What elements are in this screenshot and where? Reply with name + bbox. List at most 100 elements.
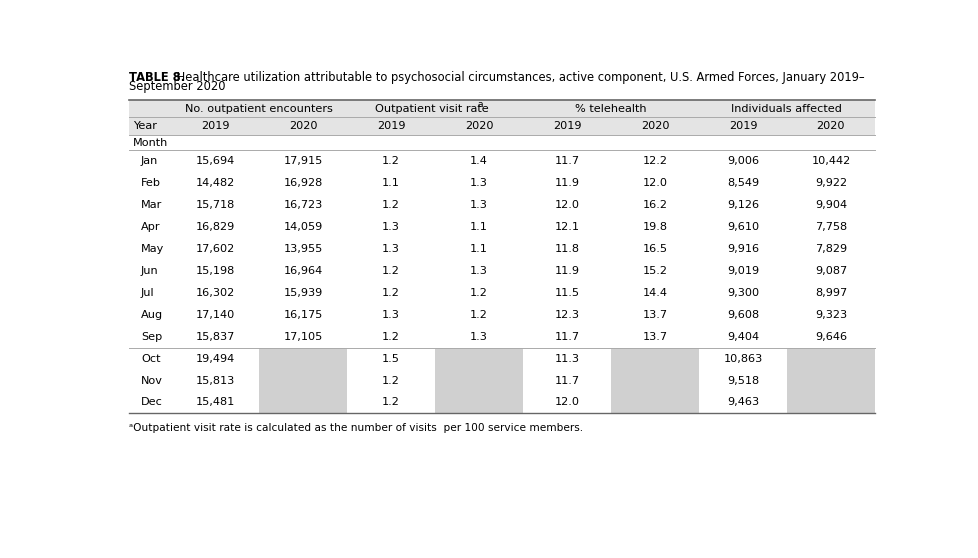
Text: Individuals affected: Individuals affected [731,104,841,113]
Bar [128,136,874,413]
Text: Jan: Jan [141,156,158,166]
Text: 12.0: 12.0 [554,397,579,407]
Text: 2020: 2020 [816,121,844,131]
Text: 13.7: 13.7 [642,310,667,320]
Text: 11.9: 11.9 [554,266,579,276]
Text: Mar: Mar [141,200,162,210]
Text: Apr: Apr [141,222,160,232]
Text: 16,928: 16,928 [284,178,323,188]
Text: Nov: Nov [141,376,162,386]
Text: 1.3: 1.3 [469,178,487,188]
Text: 16,829: 16,829 [196,222,235,232]
Text: 9,904: 9,904 [814,200,846,210]
Bar [434,392,522,413]
Text: 10,442: 10,442 [811,156,850,166]
Bar [786,369,874,392]
Text: 1.1: 1.1 [469,222,487,232]
Text: 12.2: 12.2 [642,156,667,166]
Text: 17,140: 17,140 [196,310,235,320]
Bar [259,392,347,413]
Bar [610,392,698,413]
Text: Feb: Feb [141,178,160,188]
Text: Aug: Aug [141,310,163,320]
Text: 11.7: 11.7 [554,376,579,386]
Text: 2019: 2019 [553,121,581,131]
Text: 19.8: 19.8 [642,222,667,232]
Text: Jul: Jul [141,288,155,298]
Text: 9,610: 9,610 [726,222,758,232]
Text: 2019: 2019 [200,121,229,131]
Text: 9,019: 9,019 [726,266,758,276]
Text: 1.2: 1.2 [381,200,400,210]
Text: 9,463: 9,463 [726,397,758,407]
Text: 1.2: 1.2 [469,310,487,320]
Text: 12.1: 12.1 [554,222,579,232]
Text: 9,323: 9,323 [814,310,846,320]
Text: September 2020: September 2020 [128,80,225,93]
Text: 2020: 2020 [289,121,317,131]
Text: 2019: 2019 [377,121,405,131]
Text: 12.0: 12.0 [554,200,579,210]
Text: 16.5: 16.5 [642,244,667,254]
Text: 9,608: 9,608 [726,310,758,320]
Bar [434,348,522,369]
Text: 16,302: 16,302 [196,288,235,298]
Text: 9,922: 9,922 [814,178,846,188]
Text: No. outpatient encounters: No. outpatient encounters [185,104,333,113]
Text: 9,087: 9,087 [814,266,846,276]
Text: 1.3: 1.3 [469,331,487,341]
Bar [259,369,347,392]
Text: Oct: Oct [141,354,160,364]
Text: 11.9: 11.9 [554,178,579,188]
Text: 1.2: 1.2 [381,376,400,386]
Text: 14.4: 14.4 [642,288,667,298]
Text: 1.2: 1.2 [469,288,487,298]
Text: 1.1: 1.1 [469,244,487,254]
Text: 11.3: 11.3 [554,354,579,364]
Text: 8,997: 8,997 [814,288,846,298]
Text: ᵃOutpatient visit rate is calculated as the number of visits  per 100 service me: ᵃOutpatient visit rate is calculated as … [128,423,582,432]
Text: 2020: 2020 [465,121,493,131]
Text: 1.3: 1.3 [381,244,400,254]
Text: 11.8: 11.8 [554,244,579,254]
Text: 15.2: 15.2 [642,266,667,276]
Text: 15,198: 15,198 [196,266,235,276]
Bar [610,369,698,392]
Text: 12.0: 12.0 [642,178,667,188]
Text: 13.7: 13.7 [642,331,667,341]
Text: 11.5: 11.5 [554,288,579,298]
Bar [786,392,874,413]
Text: May: May [141,244,164,254]
Text: 2019: 2019 [728,121,756,131]
Text: 15,694: 15,694 [196,156,235,166]
Text: 16,723: 16,723 [284,200,323,210]
Text: 1.2: 1.2 [381,331,400,341]
Text: 14,482: 14,482 [196,178,235,188]
Text: 1.5: 1.5 [381,354,400,364]
Text: 16,964: 16,964 [284,266,323,276]
Text: 10,863: 10,863 [723,354,762,364]
Text: 19,494: 19,494 [196,354,235,364]
Text: Dec: Dec [141,397,162,407]
Text: 1.4: 1.4 [469,156,487,166]
Text: 1.2: 1.2 [381,288,400,298]
Text: 9,006: 9,006 [726,156,758,166]
Text: Healthcare utilization attributable to psychosocial circumstances, active compon: Healthcare utilization attributable to p… [172,71,864,84]
Text: 1.3: 1.3 [469,200,487,210]
Text: 15,481: 15,481 [196,397,235,407]
Text: 17,915: 17,915 [284,156,323,166]
Text: 17,105: 17,105 [284,331,323,341]
Text: 15,718: 15,718 [196,200,235,210]
Text: 7,758: 7,758 [814,222,846,232]
Bar [434,369,522,392]
Text: 9,646: 9,646 [814,331,846,341]
Text: Jun: Jun [141,266,158,276]
Bar [128,100,874,117]
Text: % telehealth: % telehealth [575,104,646,113]
Text: 13,955: 13,955 [284,244,323,254]
Text: Year: Year [133,121,156,131]
Text: 14,059: 14,059 [284,222,323,232]
Text: 1.3: 1.3 [381,310,400,320]
Text: 8,549: 8,549 [726,178,758,188]
Text: 1.3: 1.3 [381,222,400,232]
